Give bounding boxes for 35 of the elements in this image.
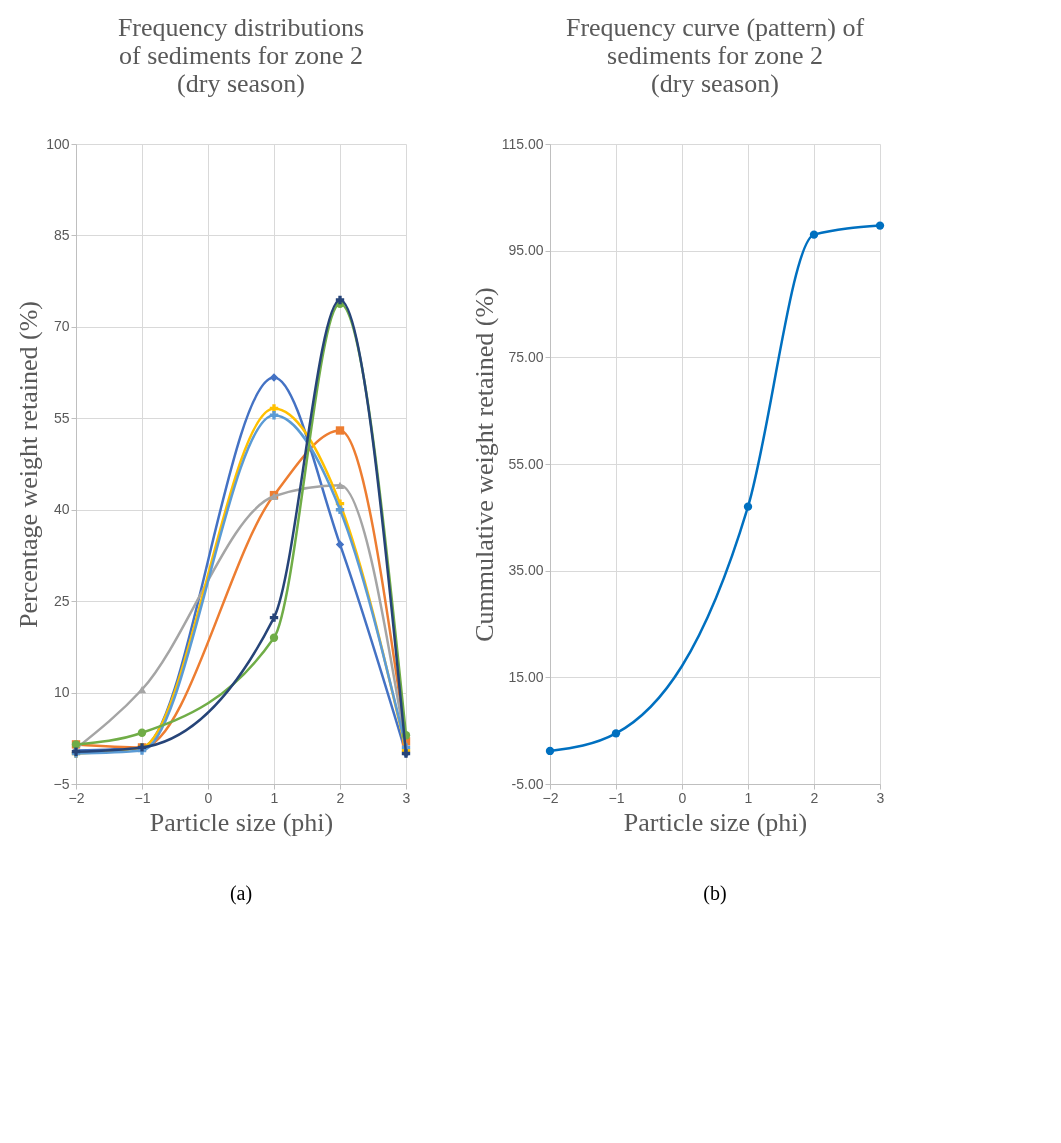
y-tick-label: 40 bbox=[53, 501, 70, 518]
x-tick-label: −2 bbox=[542, 789, 559, 806]
x-tick-label: 1 bbox=[270, 789, 279, 806]
y-tick-label: 55 bbox=[53, 409, 70, 426]
x-tick-label: 2 bbox=[810, 789, 819, 806]
y-tick-label: -5.00 bbox=[511, 775, 544, 792]
chart-title: Frequency curve (pattern) of sediments for zone 2 (dry season) bbox=[565, 13, 865, 98]
x-tick-label: −1 bbox=[134, 789, 151, 806]
y-tick-label: 35.00 bbox=[508, 562, 544, 579]
x-axis-title: Particle size (phi) bbox=[149, 807, 334, 837]
x-tick-label: 3 bbox=[402, 789, 411, 806]
y-tick-label: 100 bbox=[46, 135, 70, 152]
x-tick-label: 0 bbox=[678, 789, 687, 806]
y-tick-label: −5 bbox=[53, 775, 70, 792]
y-axis-title: Cummulative weight retained (%) bbox=[469, 287, 499, 642]
chart-title: Frequency distributions of sediments for zone 2 (dry season) bbox=[117, 13, 365, 98]
x-tick-label: 3 bbox=[876, 789, 885, 806]
y-tick-label: 115.00 bbox=[501, 135, 544, 152]
x-axis-title: Particle size (phi) bbox=[623, 807, 808, 837]
text: (a) bbox=[229, 882, 253, 905]
y-tick-label: 10 bbox=[53, 684, 70, 701]
y-axis-title: Percentage weight retained (%) bbox=[14, 300, 44, 629]
y-tick-label: 95.00 bbox=[508, 242, 544, 259]
x-tick-label: 0 bbox=[204, 789, 213, 806]
y-tick-label: 85 bbox=[53, 226, 70, 243]
y-tick-label: 70 bbox=[53, 318, 70, 335]
y-tick-label: 55.00 bbox=[508, 455, 544, 472]
text: (b) bbox=[703, 882, 727, 905]
x-tick-label: 1 bbox=[744, 789, 753, 806]
x-tick-label: −1 bbox=[608, 789, 625, 806]
y-tick-label: 15.00 bbox=[508, 668, 544, 685]
x-tick-label: −2 bbox=[68, 789, 85, 806]
x-tick-label: 2 bbox=[336, 789, 345, 806]
y-tick-label: 75.00 bbox=[508, 348, 544, 365]
y-tick-label: 25 bbox=[53, 592, 70, 609]
